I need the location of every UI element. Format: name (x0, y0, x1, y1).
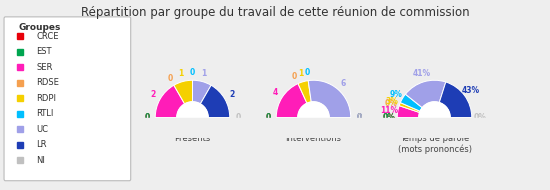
FancyBboxPatch shape (4, 17, 131, 181)
Text: 1: 1 (178, 69, 183, 78)
Text: 3%: 3% (386, 97, 399, 106)
Text: 6: 6 (340, 79, 346, 88)
Text: 0%: 0% (383, 113, 395, 122)
Wedge shape (308, 80, 351, 117)
Wedge shape (400, 94, 422, 111)
Wedge shape (399, 103, 420, 112)
Text: 1: 1 (202, 69, 207, 78)
Text: 43%: 43% (462, 86, 480, 95)
Wedge shape (200, 85, 230, 117)
Text: 0: 0 (145, 113, 150, 122)
Text: 0%: 0% (474, 113, 486, 122)
Text: EST: EST (36, 47, 52, 56)
Wedge shape (174, 80, 192, 104)
Text: NI: NI (36, 156, 45, 165)
Text: 2: 2 (151, 90, 156, 99)
Text: Présents: Présents (174, 134, 211, 143)
Text: 0: 0 (292, 72, 297, 81)
Text: 0: 0 (190, 68, 195, 77)
Text: 0: 0 (235, 113, 240, 122)
Text: RDPI: RDPI (36, 94, 56, 103)
Text: 0: 0 (304, 68, 310, 77)
Text: 2: 2 (229, 90, 234, 99)
Text: 0: 0 (266, 113, 271, 122)
Text: 0: 0 (266, 113, 271, 122)
Circle shape (298, 102, 329, 133)
Circle shape (419, 102, 450, 133)
Text: 4: 4 (273, 88, 278, 97)
Wedge shape (298, 81, 311, 103)
Text: 11%: 11% (381, 106, 399, 115)
Text: Temps de parole
(mots prononcés): Temps de parole (mots prononcés) (398, 134, 471, 154)
Text: LR: LR (36, 140, 47, 150)
Wedge shape (405, 80, 446, 108)
Circle shape (177, 102, 208, 133)
Text: 0: 0 (167, 74, 172, 83)
Text: Groupes: Groupes (18, 23, 60, 32)
Bar (375, 117, 494, 138)
Text: UC: UC (36, 125, 48, 134)
Wedge shape (276, 84, 307, 117)
Text: CRCE: CRCE (36, 32, 59, 41)
Text: RTLI: RTLI (36, 109, 54, 118)
Text: 41%: 41% (412, 70, 431, 78)
Text: SER: SER (36, 63, 53, 72)
Wedge shape (192, 80, 211, 104)
Text: Répartition par groupe du travail de cette réunion de commission: Répartition par groupe du travail de cet… (81, 6, 469, 19)
Bar (254, 117, 373, 138)
Text: 0%: 0% (383, 113, 395, 122)
Text: 1: 1 (298, 69, 303, 78)
Text: RDSE: RDSE (36, 78, 59, 87)
Wedge shape (155, 85, 185, 117)
Text: 0: 0 (145, 113, 150, 122)
Wedge shape (439, 82, 472, 117)
Text: Interventions: Interventions (285, 134, 342, 143)
Wedge shape (397, 106, 420, 117)
Bar (133, 117, 252, 138)
Text: 9%: 9% (389, 89, 402, 98)
Text: 0: 0 (356, 113, 361, 122)
Text: 0: 0 (356, 113, 361, 122)
Text: 0%: 0% (385, 99, 398, 108)
